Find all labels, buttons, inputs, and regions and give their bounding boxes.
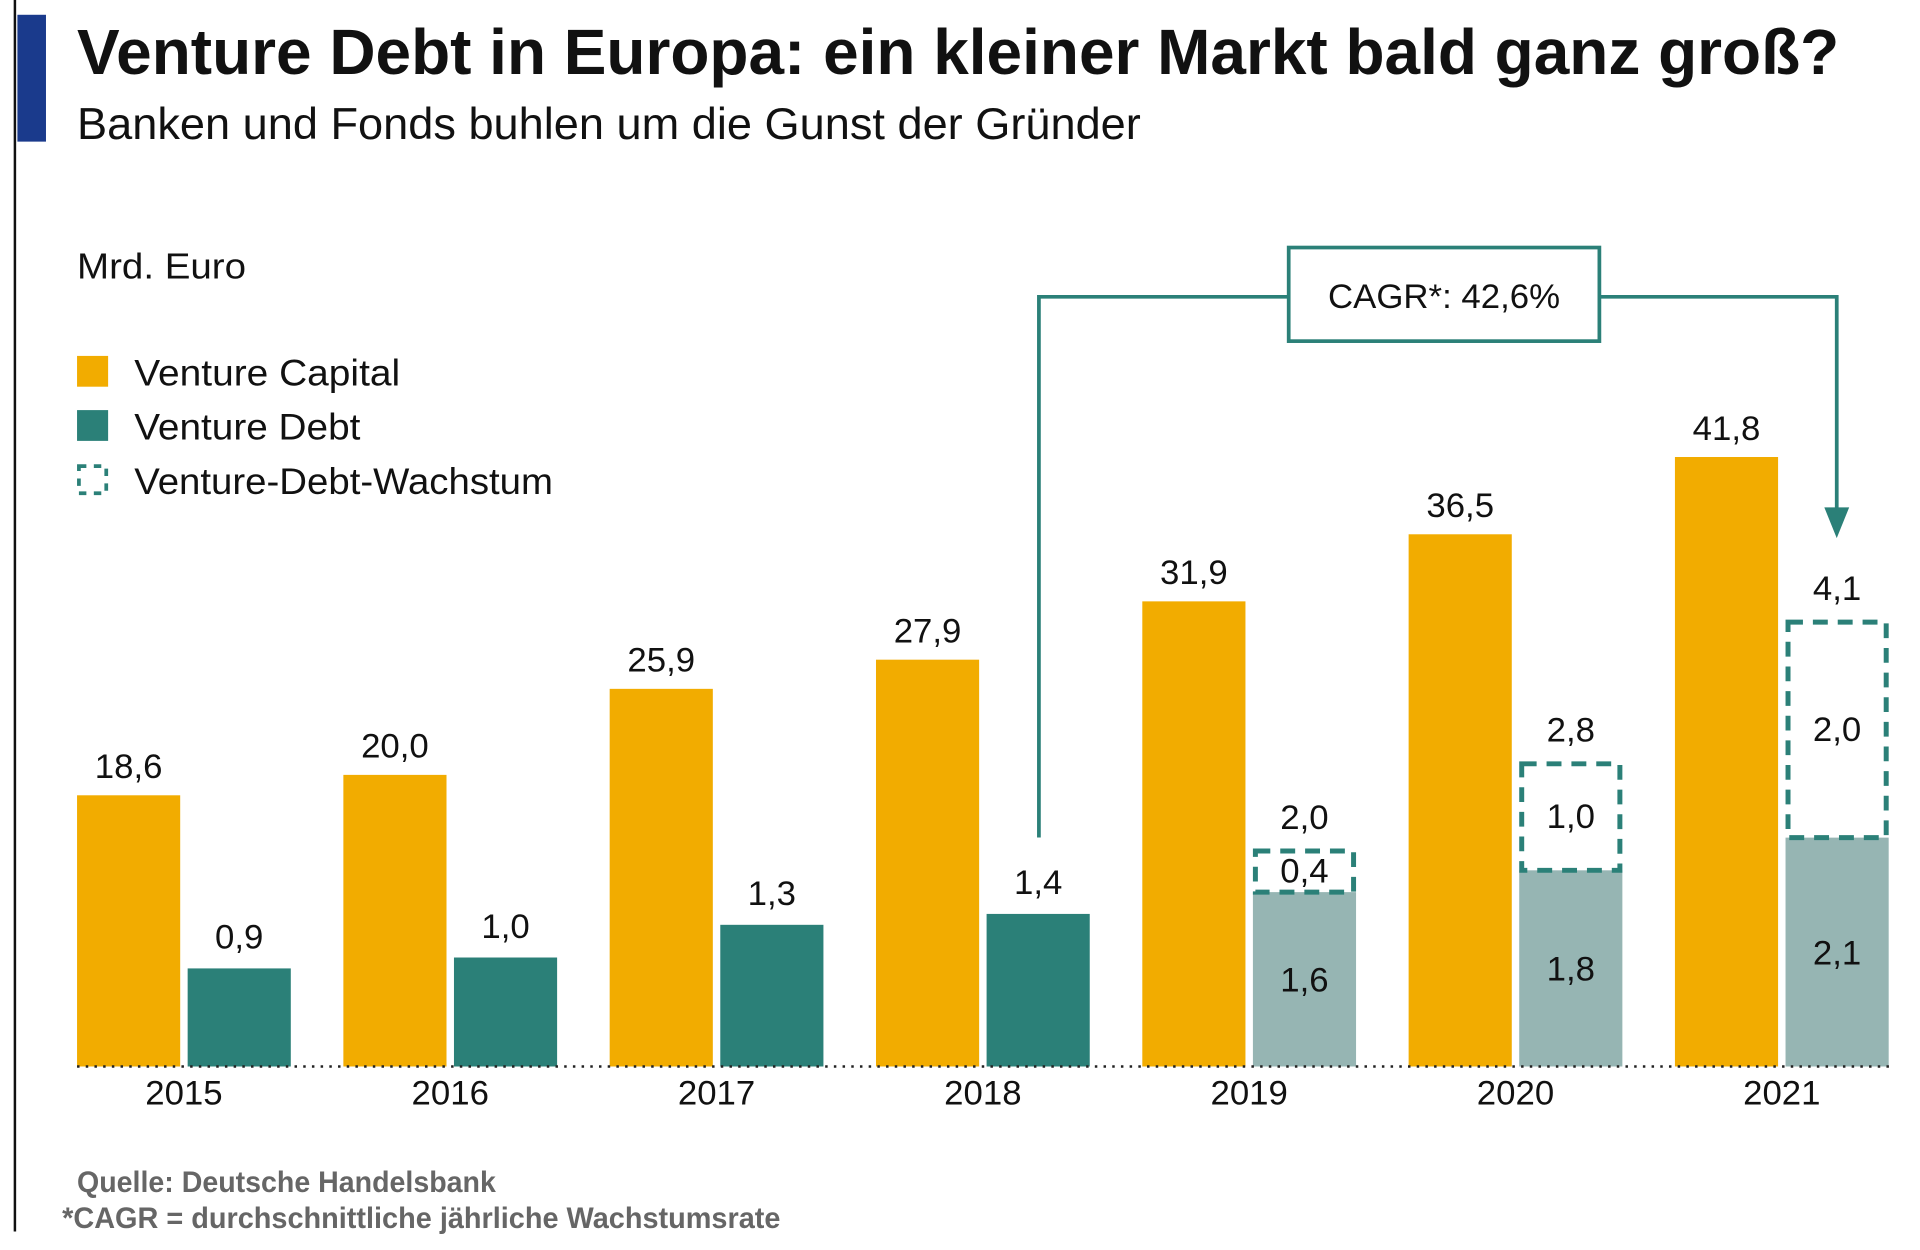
legend-swatch-venture-debt	[77, 410, 109, 441]
value-label-venture-debt-2016: 1,0	[481, 908, 529, 946]
x-tick-label-2020: 2020	[1477, 1075, 1554, 1113]
bar-venture-capital-2021	[1674, 457, 1779, 1067]
bar-venture-debt-growth-2020	[1519, 761, 1623, 873]
value-label-venture-capital-2021: 41,8	[1693, 410, 1761, 448]
bar-venture-debt-growth-2021	[1785, 619, 1889, 841]
x-tick-label-2019: 2019	[1210, 1075, 1287, 1113]
chart-subtitle: Banken und Fonds buhlen um die Gunst der…	[77, 100, 1141, 149]
y-axis-unit: Mrd. Euro	[77, 246, 246, 286]
bar-venture-debt-base-2020	[1519, 870, 1623, 1067]
value-label-venture-capital-2016: 20,0	[361, 728, 429, 766]
footer-note: *CAGR = durchschnittliche jährliche Wach…	[62, 1202, 780, 1235]
bar-venture-debt-2018	[986, 913, 1090, 1067]
value-label-venture-debt-2021: 4,1	[1813, 570, 1861, 608]
value-label-venture-debt-base-2021: 2,1	[1813, 935, 1861, 973]
legend-label-venture-debt: Venture Debt	[134, 406, 361, 448]
bar-venture-debt-2015	[187, 968, 291, 1067]
bar-venture-debt-base-2021	[1785, 837, 1889, 1067]
legend: Venture Capital Venture Debt Venture-Deb…	[77, 352, 553, 502]
cagr-box	[1286, 245, 1602, 343]
cagr-annotation: CAGR*: 42,6%	[1037, 245, 1850, 838]
value-label-venture-capital-2018: 27,9	[894, 613, 962, 651]
value-label-venture-capital-2017: 25,9	[627, 642, 695, 680]
x-tick-label-2015: 2015	[145, 1075, 222, 1113]
bar-venture-capital-2016	[343, 774, 447, 1067]
x-tick-label-2018: 2018	[944, 1075, 1021, 1113]
value-label-venture-capital-2015: 18,6	[95, 748, 163, 786]
cagr-connector-right	[1599, 294, 1839, 518]
x-tick-label-2017: 2017	[678, 1075, 755, 1113]
value-label-venture-debt-base-2019: 1,6	[1280, 962, 1328, 1000]
bar-venture-capital-2017	[609, 688, 713, 1067]
value-label-venture-debt-base-2020: 1,8	[1547, 951, 1595, 989]
value-label-venture-debt-growth-2019: 0,4	[1280, 853, 1328, 891]
value-label-venture-debt-growth-2020: 1,0	[1547, 798, 1595, 836]
x-tick-label-2016: 2016	[412, 1075, 489, 1113]
bar-venture-capital-2020	[1408, 534, 1512, 1067]
legend-label-growth: Venture-Debt-Wachstum	[134, 460, 553, 502]
bar-venture-debt-2016	[453, 957, 558, 1067]
legend-swatch-growth	[77, 464, 109, 496]
value-label-venture-capital-2020: 36,5	[1426, 487, 1494, 525]
value-label-venture-debt-2015: 0,9	[215, 919, 263, 957]
bar-venture-capital-2019	[1142, 601, 1246, 1067]
bar-venture-capital-2015	[77, 795, 181, 1067]
footer-source: Quelle: Deutsche Handelsbank	[77, 1166, 496, 1199]
chart-title: Venture Debt in Europa: ein kleiner Mark…	[77, 16, 1839, 88]
bars: 18,6 0,9 2015 20,0 1,0 2016 25,9 1,3 2017 27,9 1,4…	[77, 410, 1889, 1113]
value-label-venture-debt-2020: 2,8	[1547, 712, 1595, 750]
cagr-connector-left	[1037, 294, 1289, 838]
bar-venture-capital-2018	[875, 659, 980, 1067]
legend-swatch-venture-capital	[77, 355, 109, 387]
value-label-venture-debt-growth-2021: 2,0	[1813, 711, 1861, 749]
x-tick-label-2021: 2021	[1743, 1075, 1820, 1113]
cagr-arrow-head	[1824, 507, 1850, 539]
cagr-label: CAGR*: 42,6%	[1328, 278, 1560, 316]
value-label-venture-debt-2018: 1,4	[1014, 864, 1062, 902]
value-label-venture-capital-2019: 31,9	[1160, 554, 1228, 592]
bar-venture-debt-growth-2019	[1252, 848, 1357, 895]
value-label-venture-debt-2017: 1,3	[748, 875, 796, 913]
accent-bar	[17, 14, 46, 142]
bar-venture-debt-2017	[720, 924, 824, 1067]
legend-label-venture-capital: Venture Capital	[134, 352, 400, 394]
value-label-venture-debt-2019: 2,0	[1280, 799, 1328, 837]
bar-venture-debt-base-2019	[1252, 892, 1357, 1067]
